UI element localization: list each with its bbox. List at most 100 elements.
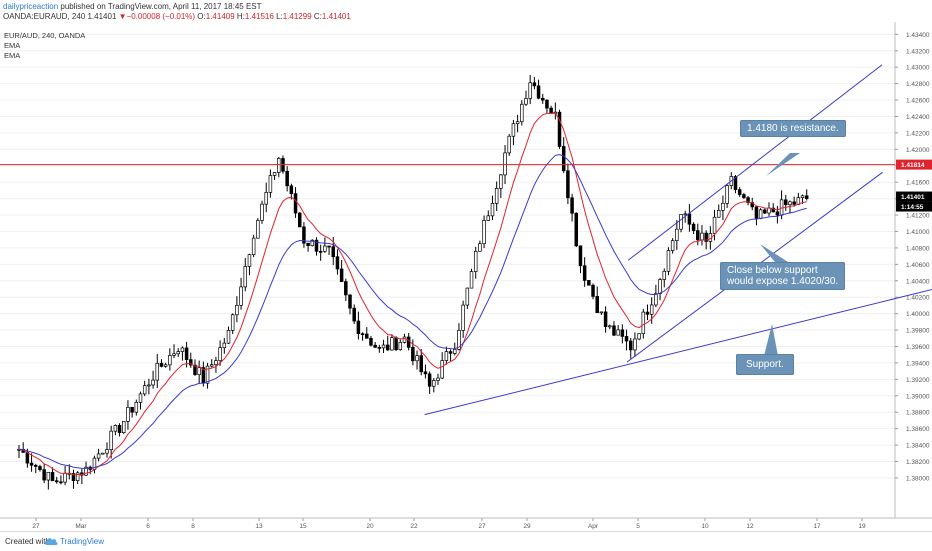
support-callout[interactable]: Support. <box>736 354 794 375</box>
price-chart[interactable]: 1.43400 1.43200 1.43000 1.42800 1.42600 1.424… <box>0 22 932 530</box>
resistance-price-tag-bg <box>896 159 932 170</box>
candle-body <box>704 232 708 242</box>
chart-grid <box>0 33 895 479</box>
candle-body <box>603 311 608 328</box>
author-link[interactable]: dailypriceaction <box>3 2 59 11</box>
candle-body <box>633 338 637 351</box>
tradingview-link[interactable]: TradingView <box>60 537 105 546</box>
candle-body <box>503 152 507 176</box>
candle-body <box>683 213 687 216</box>
candle-body <box>289 185 294 194</box>
candle-body <box>365 333 369 339</box>
y-tick-label: 1.41000 <box>906 229 930 236</box>
candle-body <box>725 185 729 204</box>
candle-body <box>545 99 549 109</box>
candle-body <box>348 294 352 309</box>
last-price: 1.41401 <box>87 12 117 21</box>
y-tick-label: 1.38000 <box>906 475 930 482</box>
created-with-label: Created with <box>5 537 50 546</box>
candle-body <box>453 349 457 354</box>
candle-body <box>335 256 340 270</box>
candle-body <box>272 172 277 176</box>
candle-body <box>763 209 767 214</box>
candle-body <box>331 246 336 258</box>
candle-body <box>390 337 394 351</box>
legend-pair: EUR/AUD, 240, OANDA <box>4 31 85 40</box>
candle-body <box>406 336 411 348</box>
candle-body <box>712 216 717 234</box>
candle-body <box>469 271 474 289</box>
resistance-callout[interactable]: 1.4180 is resistance. <box>740 120 846 137</box>
candle-body <box>524 98 528 105</box>
candle-body <box>649 304 654 315</box>
x-tick-label: 8 <box>191 523 195 530</box>
candle-body <box>360 333 365 336</box>
candle-body <box>297 212 302 228</box>
close-label: C: <box>313 12 322 21</box>
candle-body <box>746 197 750 203</box>
candle-body <box>138 393 143 403</box>
x-tick-label: 27 <box>478 523 486 530</box>
candle-body <box>163 364 168 367</box>
legend-ema-2: EMA <box>4 51 20 60</box>
high-value: 1.41516 <box>244 12 274 21</box>
y-tick-label: 1.39800 <box>906 328 930 335</box>
candle-body <box>666 250 671 272</box>
candle-body <box>591 284 595 297</box>
candle-body <box>700 232 704 241</box>
chart-legend: EUR/AUD, 240, OANDA EMA EMA <box>4 31 85 60</box>
candle-body <box>318 250 323 253</box>
candle-body <box>59 481 63 484</box>
candle-body <box>155 362 160 381</box>
candle-body <box>126 406 130 422</box>
candle-body <box>641 311 646 334</box>
candle-body <box>293 193 298 214</box>
y-tick-label: 1.43200 <box>906 48 930 55</box>
current-price-tag-bg <box>896 191 932 202</box>
candle-body <box>566 170 570 199</box>
candle-body <box>159 362 164 367</box>
y-tick-label: 1.39000 <box>906 393 930 400</box>
candle-body <box>528 82 532 99</box>
candle-body <box>218 347 222 362</box>
candle-body <box>50 471 55 482</box>
candle-body <box>369 337 373 346</box>
candle-body <box>285 170 289 187</box>
candle-body <box>38 466 42 470</box>
candle-body <box>582 265 587 281</box>
support-break-callout[interactable]: Close below support would expose 1.4020/… <box>720 262 846 290</box>
time-axis: 27 Mar 6 8 13 15 20 22 27 29 Apr 5 10 12 17 19 <box>32 518 866 530</box>
support-break-text-1: Close below support <box>727 265 818 276</box>
candle-body <box>268 175 273 193</box>
candle-body <box>352 307 356 322</box>
candle-body <box>151 379 155 386</box>
y-tick-label: 1.43000 <box>906 65 930 72</box>
candle-body <box>771 207 775 213</box>
candle-body <box>716 210 721 218</box>
open-value: 1.41409 <box>205 12 235 21</box>
y-tick-label: 1.39200 <box>906 377 930 384</box>
candle-body <box>184 347 189 360</box>
candle-body <box>193 364 197 375</box>
candle-body <box>775 211 780 216</box>
trend-line-support-lower <box>424 288 932 416</box>
candle-body <box>804 195 809 199</box>
candle-body <box>247 254 252 267</box>
y-tick-label: 1.41200 <box>906 213 930 220</box>
y-tick-label: 1.41600 <box>906 180 930 187</box>
y-tick-label: 1.42200 <box>906 130 930 137</box>
y-tick-label: 1.42400 <box>906 114 930 121</box>
candle-body <box>624 336 629 342</box>
y-tick-label: 1.40200 <box>906 295 930 302</box>
candle-body <box>494 188 499 204</box>
close-value: 1.41401 <box>321 12 351 21</box>
candle-body <box>675 228 679 241</box>
candle-body <box>628 340 633 351</box>
candle-body <box>29 462 34 466</box>
x-tick-label: 20 <box>366 523 374 530</box>
candle-body <box>222 342 227 349</box>
candle-body <box>327 245 331 248</box>
x-tick-label: 19 <box>858 523 866 530</box>
candle-body <box>587 280 591 286</box>
candle-body <box>109 430 113 451</box>
